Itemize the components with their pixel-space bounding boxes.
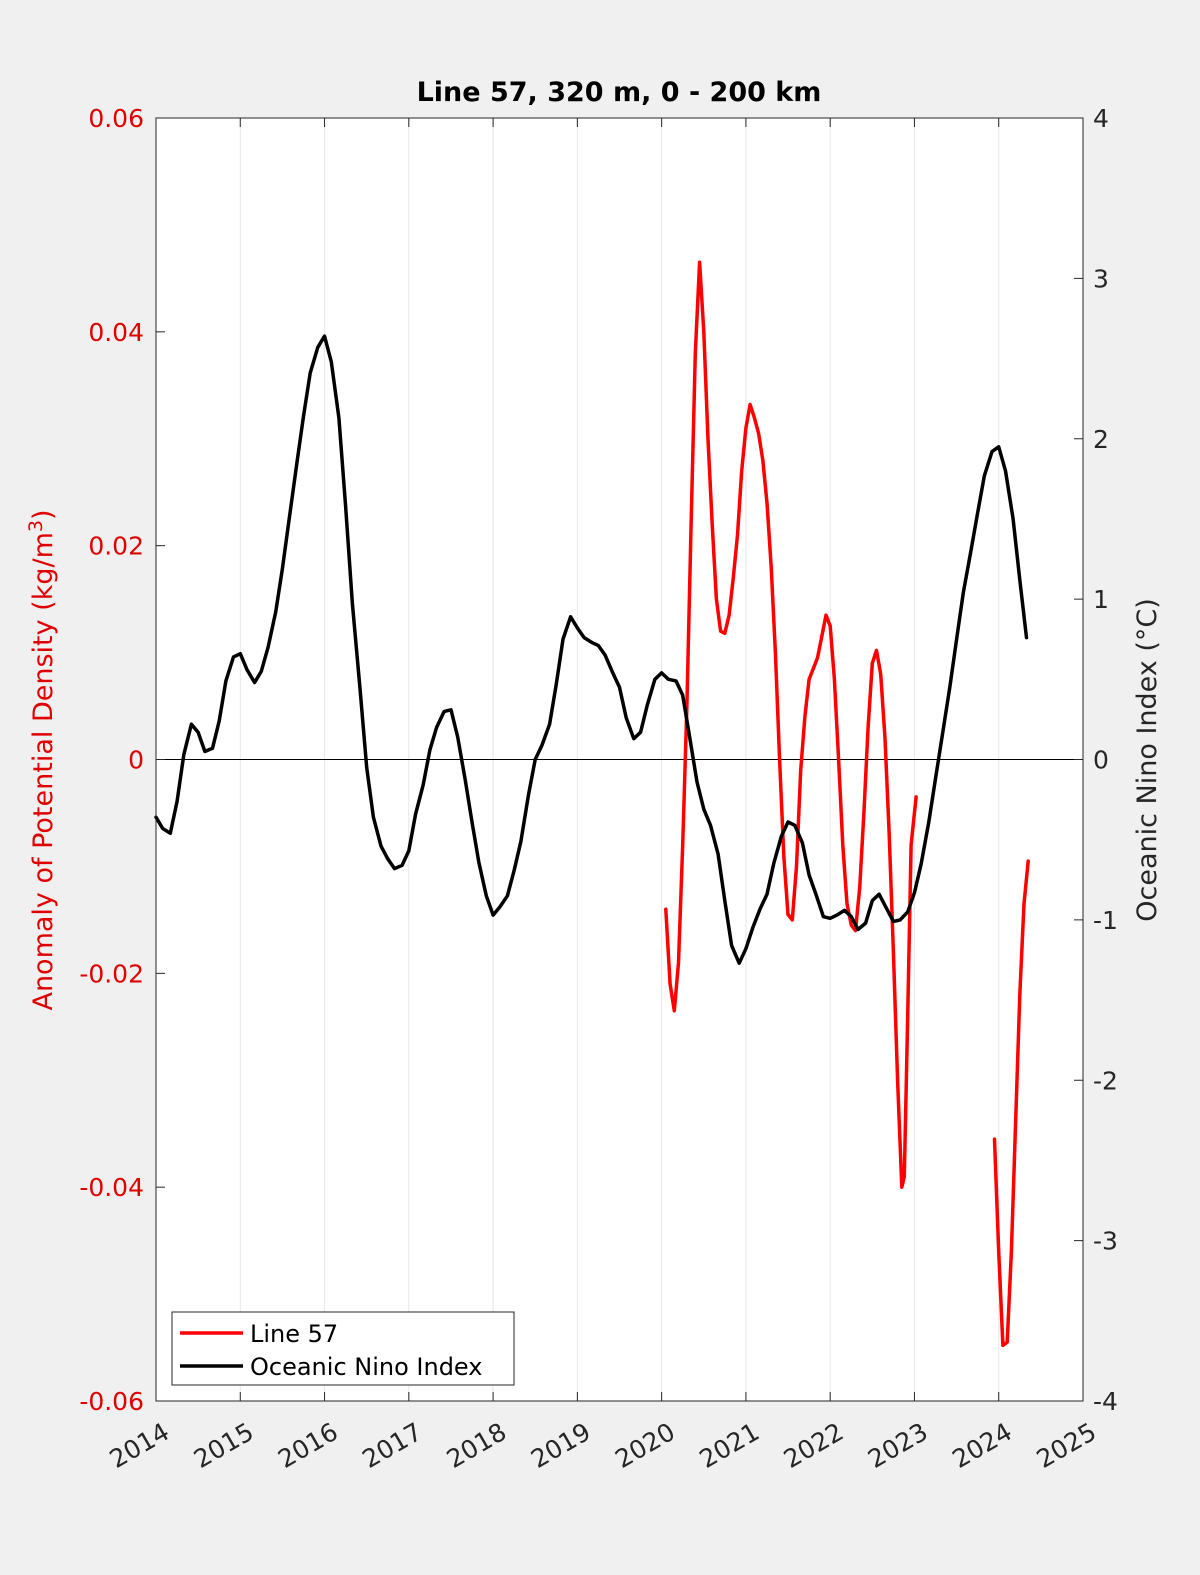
y-left-tick-label: -0.04 bbox=[79, 1173, 144, 1202]
legend: Line 57 Oceanic Nino Index bbox=[171, 1311, 515, 1386]
y-left-tick-label: -0.02 bbox=[79, 959, 144, 988]
y-right-tick-label: -3 bbox=[1093, 1227, 1118, 1256]
legend-oni-label: Oceanic Nino Index bbox=[250, 1353, 482, 1381]
y-left-tick-label: 0.02 bbox=[88, 532, 144, 561]
line57-series-line bbox=[992, 859, 1030, 1348]
y-left-tick-label: 0.06 bbox=[88, 104, 144, 133]
y-right-tick-label: -2 bbox=[1093, 1066, 1118, 1095]
y-right-tick-label: 3 bbox=[1093, 264, 1109, 293]
y-left-tick-label: 0.04 bbox=[88, 318, 144, 347]
y-right-tick-label: -4 bbox=[1093, 1387, 1118, 1416]
y-left-tick-label: -0.06 bbox=[79, 1387, 144, 1416]
y-right-axis-label: Oceanic Nino Index (°C) bbox=[1132, 598, 1163, 922]
legend-box bbox=[171, 1311, 515, 1386]
legend-line57-label: Line 57 bbox=[250, 1320, 338, 1348]
oni-series-line bbox=[154, 334, 1029, 965]
y-axis-right: 4 3 2 1 0 -1 -2 -3 -4 bbox=[1074, 104, 1118, 1416]
y-right-tick-label: 0 bbox=[1093, 746, 1109, 775]
y-left-tick-label: 0 bbox=[128, 746, 144, 775]
series-layer bbox=[154, 260, 1030, 1348]
y-right-tick-label: 4 bbox=[1093, 104, 1109, 133]
line57-series-line bbox=[664, 260, 918, 1189]
y-left-axis-label: Anomaly of Potential Density (kg/m3) bbox=[25, 509, 59, 1010]
chart-title: Line 57, 320 m, 0 - 200 km bbox=[417, 77, 822, 108]
y-right-tick-label: 1 bbox=[1093, 585, 1109, 614]
y-axis-left: 0.06 0.04 0.02 0 -0.02 -0.04 -0.06 bbox=[79, 104, 165, 1416]
y-right-tick-label: -1 bbox=[1093, 906, 1118, 935]
y-right-tick-label: 2 bbox=[1093, 425, 1109, 454]
